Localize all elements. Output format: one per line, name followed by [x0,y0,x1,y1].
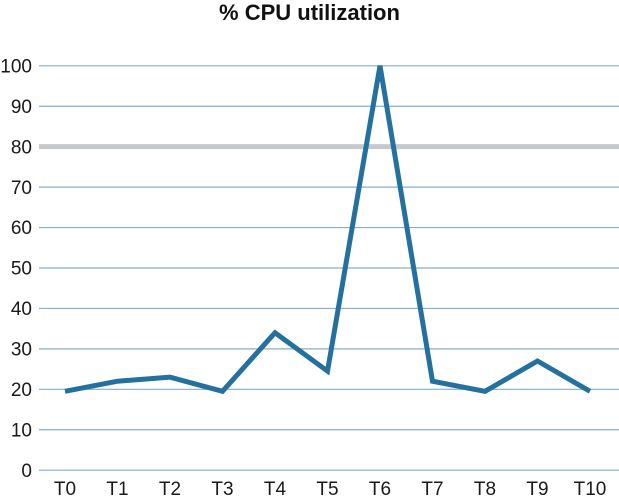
x-tick-label-T2: T2 [159,479,181,499]
y-tick-label-20: 20 [11,380,32,401]
y-tick-label-10: 10 [11,420,32,441]
x-tick-label-T10: T10 [574,479,607,499]
cpu-series-line [64,65,592,395]
x-tick-label-T6: T6 [369,479,391,499]
x-tick-label-T1: T1 [106,479,128,499]
y-tick-label-100: 100 [0,56,32,77]
x-tick-label-T7: T7 [421,479,443,499]
y-tick-label-60: 60 [11,218,32,239]
y-tick-label-70: 70 [11,178,32,199]
y-tick-label-40: 40 [11,299,32,320]
x-tick-label-T8: T8 [474,479,496,499]
y-tick-label-50: 50 [11,259,32,280]
y-tick-label-30: 30 [11,340,32,361]
x-tick-label-T5: T5 [316,479,338,499]
x-tick-label-T3: T3 [211,479,233,499]
chart-title: % CPU utilization [219,0,400,25]
y-tick-label-0: 0 [21,461,32,482]
x-tick-label-T0: T0 [54,479,76,499]
y-tick-label-80: 80 [11,137,32,158]
y-tick-label-90: 90 [11,97,32,118]
x-tick-label-T4: T4 [264,479,287,499]
x-tick-label-T9: T9 [526,479,548,499]
